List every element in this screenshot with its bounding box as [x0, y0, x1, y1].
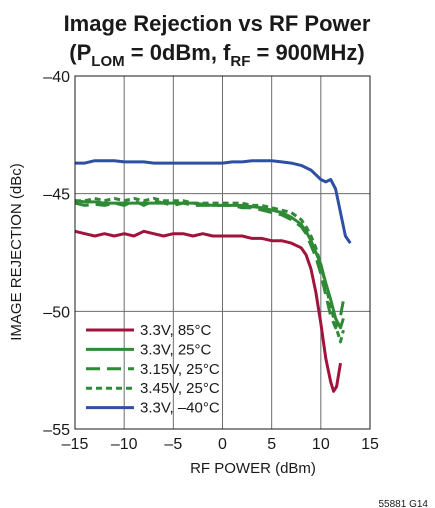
- legend-label: 3.3V, 25°C: [140, 341, 211, 358]
- plot-frame: [74, 75, 371, 430]
- series-line: [74, 199, 346, 330]
- x-tick-label: 10: [312, 436, 330, 453]
- series-line: [75, 196, 345, 344]
- x-tick-label: –5: [164, 436, 182, 453]
- y-tick-label: –55: [43, 422, 70, 439]
- title-close: = 900MHz): [250, 40, 364, 65]
- title-sub-rf: RF: [230, 53, 250, 70]
- legend-label: 3.3V, 85°C: [140, 322, 211, 339]
- y-axis-label: IMAGE REJECTION (dBc): [8, 163, 25, 341]
- chart-title-line2: (PLOM = 0dBm, fRF = 900MHz): [69, 40, 364, 70]
- legend-label: 3.3V, –40°C: [140, 400, 220, 417]
- series-line: [75, 159, 352, 244]
- y-tick-label: –45: [43, 187, 70, 204]
- y-tick-label: –40: [43, 69, 70, 86]
- title-mid: = 0dBm, f: [125, 40, 231, 65]
- title-sub-lom: LOM: [91, 53, 124, 70]
- x-axis-label: RF POWER (dBm): [190, 460, 316, 477]
- series-lines: [74, 159, 352, 393]
- x-tick-label: 15: [361, 436, 379, 453]
- figure-id: 55881 G14: [379, 499, 429, 508]
- tick-labels: –15 –10 –5 0 5 10 15–55–50–45–40: [43, 69, 379, 453]
- series-line: [74, 229, 342, 393]
- chart-title-line1: Image Rejection vs RF Power: [64, 11, 371, 36]
- y-tick-label: –50: [43, 304, 70, 321]
- x-tick-label: 0: [218, 436, 227, 453]
- x-tick-label: 5: [267, 436, 276, 453]
- legend-label: 3.45V, 25°C: [140, 380, 220, 397]
- grid: [75, 76, 370, 429]
- legend: 3.3V, 85°C 3.3V, 25°C 3.15V, 25°C 3.45V, 25…: [86, 322, 220, 417]
- x-tick-label: –15: [62, 436, 89, 453]
- x-tick-label: –10: [111, 436, 138, 453]
- title-open: (P: [69, 40, 91, 65]
- legend-label: 3.15V, 25°C: [140, 361, 220, 378]
